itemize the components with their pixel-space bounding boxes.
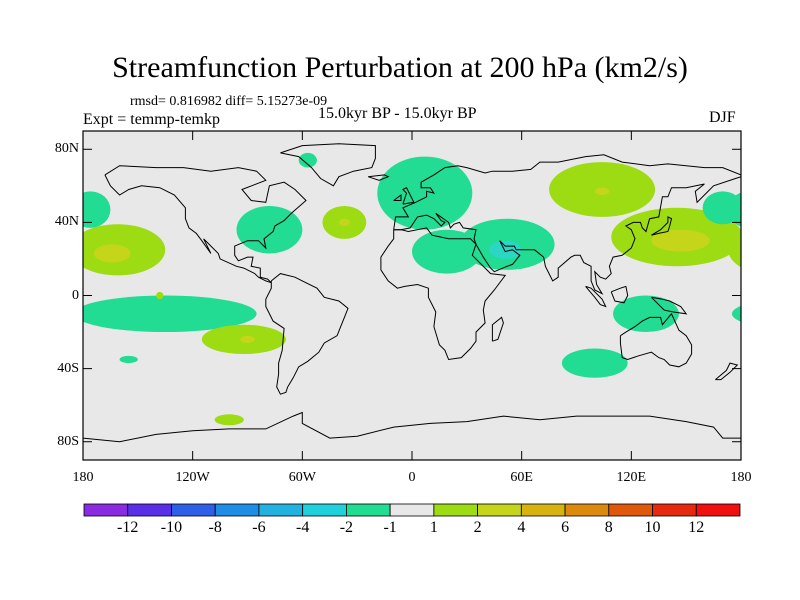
colorbar-level-label: 2 — [473, 519, 482, 536]
y-tick-label: 80N — [54, 141, 79, 157]
map-panel — [82, 130, 742, 461]
coastline — [83, 411, 741, 443]
coastline — [265, 273, 349, 395]
x-tick-label: 60E — [510, 470, 533, 485]
experiment-label: Expt = temmp-temkp — [83, 111, 220, 128]
y-tick-label: 0 — [72, 287, 79, 303]
colorbar-level-label: 8 — [604, 519, 613, 536]
colorbar-box — [477, 503, 522, 517]
coastline — [402, 187, 415, 205]
x-tick-label: 180 — [72, 470, 94, 485]
map-title: Streamfunction Perturbation at 200 hPa (… — [112, 51, 688, 84]
coastline — [380, 227, 507, 361]
stats-label: rmsd= 0.816982 diff= 5.15273e-09 — [130, 94, 328, 109]
colorbar-level-label: -2 — [339, 519, 354, 536]
coastline — [280, 143, 376, 187]
colorbar-box — [83, 503, 129, 517]
coastline — [651, 296, 688, 315]
y-tick-label: 40S — [57, 360, 79, 376]
colorbar-box — [652, 503, 697, 517]
coastline — [610, 285, 629, 304]
colorbar-box — [127, 503, 172, 517]
colorbar-box — [258, 503, 304, 517]
coastline — [715, 362, 739, 381]
colorbar-box — [695, 503, 741, 517]
contour-region-sw-pacific-neg — [83, 295, 257, 333]
contour-region-ne-pacific-east-neg — [702, 191, 741, 225]
coastline — [585, 285, 607, 308]
colorbar-level-label: -4 — [295, 519, 310, 536]
colorbar-box — [171, 503, 216, 517]
season-label: DJF — [709, 109, 736, 126]
coastline — [104, 165, 307, 284]
coastline — [393, 154, 741, 295]
contour-region-south-pacific-neg-small — [119, 355, 138, 364]
colorbar-level-label: 10 — [644, 519, 661, 536]
coastline — [367, 174, 390, 181]
colorbar-level-label: -6 — [252, 519, 266, 536]
contour-region-nw-pacific-pos-core — [651, 229, 710, 252]
x-tick-label: 120E — [616, 470, 647, 485]
colorbar-box — [214, 503, 260, 517]
colorbar-level-label: 12 — [688, 519, 705, 536]
contour-region-n-pacific-west-dipole-neg — [83, 191, 111, 228]
contour-region-ne-pacific-pos-core — [93, 244, 131, 263]
y-tick-label: 40N — [54, 214, 79, 230]
coastline — [619, 312, 693, 368]
colorbar-box — [302, 503, 347, 517]
contour-region-tropical-pacific-pos — [156, 291, 164, 300]
colorbar-box — [389, 503, 435, 517]
x-tick-label: 60W — [288, 470, 316, 485]
contour-region-sw-pacific-neg — [731, 305, 741, 322]
contour-region-north-america-east-neg — [236, 205, 303, 254]
contour-region-arabia-neg-core — [488, 240, 522, 259]
contour-region-indian-ocean-neg — [561, 348, 628, 378]
colorbar-box — [433, 503, 479, 517]
contour-region-s-pacific-pos-core — [240, 335, 255, 344]
colorbar-level-label: -10 — [160, 519, 183, 536]
coastline — [393, 193, 402, 201]
contour-region-southern-ocean-pos — [214, 414, 244, 426]
colorbar-box — [564, 503, 610, 517]
coastline — [491, 316, 504, 342]
x-tick-label: 120W — [175, 470, 210, 485]
colorbar-level-label: -1 — [383, 519, 397, 536]
colorbar-box — [520, 503, 566, 517]
x-tick-label: 0 — [408, 470, 416, 485]
colorbar-box — [608, 503, 653, 517]
colorbar-level-label: -8 — [208, 519, 222, 536]
contour-region-greenland-neg — [298, 152, 317, 168]
contour-region-north-atlantic-pos-core — [338, 218, 350, 227]
contour-region-europe-neg — [377, 156, 473, 230]
colorbar — [83, 503, 741, 517]
colorbar-level-label: 1 — [429, 519, 438, 536]
x-tick-label: 180 — [730, 470, 752, 485]
colorbar-box — [345, 503, 391, 517]
coastline — [651, 216, 673, 236]
colorbar-level-label: 4 — [517, 519, 526, 536]
period-label: 15.0kyr BP - 15.0kyr BP — [318, 105, 477, 122]
contour-region-siberia-pos-core — [594, 187, 610, 195]
colorbar-level-label: 6 — [561, 519, 570, 536]
colorbar-level-label: -12 — [117, 519, 139, 536]
y-tick-label: 80S — [57, 433, 79, 449]
